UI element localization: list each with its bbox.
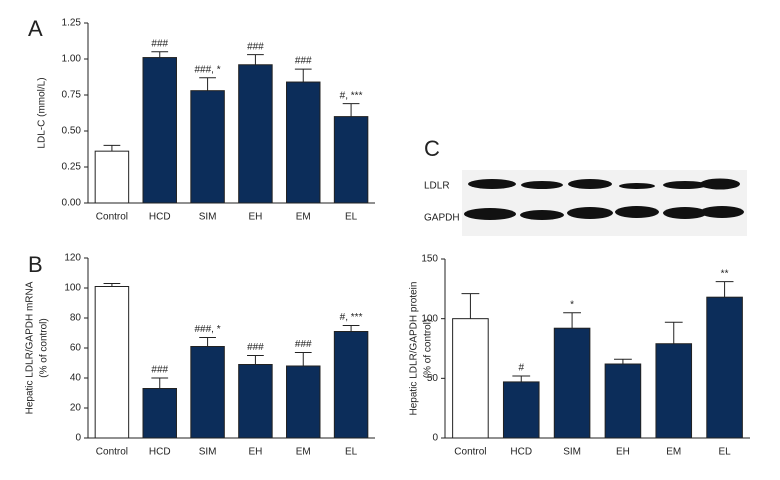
y-tick-label: 1.00 [62, 54, 82, 65]
y-axis-label: Hepatic LDLR/GAPDH mRNA [25, 281, 36, 414]
bar [190, 346, 225, 439]
bar [333, 331, 369, 439]
x-tick-label: EH [248, 212, 262, 223]
y-axis-label: (% of control) [39, 318, 50, 377]
x-tick-label: EM [296, 212, 311, 223]
significance-label: ### [151, 365, 168, 376]
bar [333, 116, 369, 204]
x-tick-label: EL [718, 447, 731, 458]
x-tick-label: EL [345, 212, 358, 223]
significance-label: ### [151, 38, 168, 49]
y-tick-label: 0.75 [62, 90, 82, 101]
bar [286, 365, 321, 439]
ldlr-bands [468, 178, 740, 190]
significance-label: #, *** [340, 90, 363, 101]
significance-label: ** [721, 268, 729, 279]
significance-label: # [518, 363, 524, 374]
x-tick-label: Control [454, 447, 486, 458]
blot-row-label: GAPDH [424, 213, 460, 224]
y-tick-label: 0 [75, 433, 81, 444]
x-tick-label: EH [248, 447, 262, 458]
bar [94, 286, 130, 439]
y-tick-label: 0 [432, 433, 438, 444]
gapdh-bands [464, 206, 744, 220]
x-tick-label: HCD [149, 212, 171, 223]
y-tick-label: 40 [70, 373, 82, 384]
y-tick-label: 0.00 [62, 198, 82, 209]
x-tick-label: EM [666, 447, 681, 458]
bar [286, 81, 321, 204]
y-axis-label: Hepatic LDLR/GAPDH protein [409, 282, 420, 416]
western-blot: LDLR GAPDH C [424, 136, 747, 236]
y-tick-label: 60 [70, 343, 82, 354]
significance-label: ### [295, 56, 312, 67]
y-tick-label: 80 [70, 313, 82, 324]
significance-label: ###, * [195, 64, 221, 75]
bar [452, 318, 489, 439]
panel-letter: A [28, 16, 43, 41]
y-tick-label: 1.25 [62, 18, 82, 29]
y-axis-label: LDL-C (mmol/L) [37, 77, 48, 148]
bar [553, 327, 591, 439]
blot-row-label: LDLR [424, 181, 450, 192]
x-tick-label: EH [616, 447, 630, 458]
x-tick-label: SIM [563, 447, 581, 458]
y-tick-label: 100 [64, 283, 81, 294]
significance-label: ### [247, 342, 264, 353]
y-tick-label: 120 [64, 253, 81, 264]
bar [94, 150, 130, 204]
bar [142, 388, 177, 439]
x-tick-label: EL [345, 447, 358, 458]
x-tick-label: Control [96, 447, 128, 458]
bar [238, 64, 273, 204]
y-tick-label: 150 [421, 254, 438, 265]
bar [706, 296, 743, 439]
bar [142, 57, 177, 204]
significance-label: ### [247, 41, 264, 52]
bar [655, 343, 693, 439]
y-tick-label: 20 [70, 403, 82, 414]
significance-label: * [570, 299, 574, 310]
significance-label: ###, * [195, 324, 221, 335]
panel-letter: B [28, 252, 43, 277]
y-axis-label: (% of control) [423, 319, 434, 378]
bar [502, 381, 540, 439]
significance-label: #, *** [340, 312, 363, 323]
panel-letter: C [424, 136, 440, 161]
y-tick-label: 50 [427, 373, 439, 384]
significance-label: ### [295, 339, 312, 350]
y-tick-label: 0.50 [62, 126, 82, 137]
x-tick-label: Control [96, 212, 128, 223]
bar [190, 90, 225, 204]
x-tick-label: HCD [149, 447, 171, 458]
y-tick-label: 100 [421, 313, 438, 324]
x-tick-label: HCD [510, 447, 532, 458]
bar [238, 364, 273, 439]
x-tick-label: SIM [199, 212, 217, 223]
x-tick-label: SIM [199, 447, 217, 458]
x-tick-label: EM [296, 447, 311, 458]
bar [604, 363, 642, 439]
y-tick-label: 0.25 [62, 162, 82, 173]
